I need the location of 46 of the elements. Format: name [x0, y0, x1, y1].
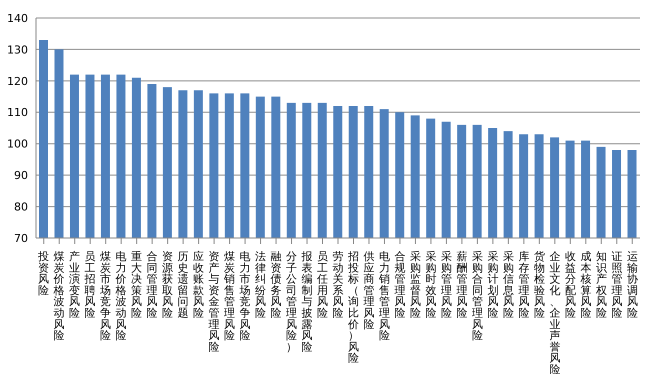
y-tick-label: 100 — [7, 138, 28, 151]
x-tick-label: 产业演变风险 — [69, 250, 80, 320]
x-tick-label: 薪酬管理风险 — [456, 250, 468, 320]
x-tick-label: 煤炭价格波动风险 — [52, 250, 65, 342]
y-tick-label: 110 — [7, 106, 28, 120]
x-tick-label: 法律纠纷风险 — [255, 250, 266, 320]
category-label: 资产与资金管理风险 — [208, 250, 220, 354]
y-tick-label: 80 — [14, 200, 28, 214]
x-tick-label: 资源获取风险 — [162, 250, 174, 320]
x-tick-label: 员工招聘风险 — [84, 250, 96, 320]
x-tick-label: 劳动关系风险 — [332, 250, 344, 320]
x-tick-label: 电力价格波动风险 — [114, 250, 127, 342]
x-tick-label: 采购计划风险 — [487, 250, 498, 320]
x-tick-label: 货物检验风险 — [534, 250, 545, 320]
x-tick-label: 应收账款风险 — [193, 250, 204, 320]
x-tick-label: 电力销售管理风险 — [378, 250, 390, 342]
y-tick-label: 140 — [7, 12, 28, 25]
x-tick-label: 员工任用风险 — [316, 250, 328, 320]
x-tick-label: 采购合同管理风险 — [472, 250, 483, 342]
category-label: 分子公司管理风险） — [286, 250, 298, 354]
category-label: 招投标（询比价）风险 — [348, 250, 359, 365]
y-tick-label: 90 — [14, 169, 28, 182]
x-tick-label: 采购管理风险 — [440, 250, 452, 320]
x-tick-label: 供应商管理风险 — [363, 250, 374, 331]
x-tick-label: 收益分配风险 — [564, 250, 576, 320]
x-tick-label: 采购监督风险 — [410, 250, 421, 320]
x-tick-label: 合规管理风险 — [394, 250, 406, 320]
x-tick-label: 投资风险 — [37, 250, 50, 297]
x-tick-label: 采购时效风险 — [425, 250, 436, 320]
x-tick-label: 煤炭市场竞争风险 — [99, 250, 112, 342]
x-tick-label: 成本核算风险 — [579, 250, 592, 320]
x-tick-label: 重大决策风险 — [131, 250, 142, 320]
x-tick-label: 历史遗留问题 — [178, 250, 189, 320]
x-tick-label: 煤炭销售管理风险 — [223, 250, 236, 342]
x-tick-label: 证照管理风险 — [611, 250, 622, 320]
x-tick-label: 采购信息风险 — [502, 250, 514, 320]
y-tick-label: 70 — [14, 232, 28, 245]
x-tick-label: 知识产权风险 — [594, 250, 607, 320]
x-tick-label: 合同管理风险 — [146, 250, 158, 320]
x-tick-label: 融资债务风险 — [270, 250, 282, 320]
x-tick-label: 电力市场竞争风险 — [238, 250, 251, 342]
y-tick-label: 130 — [7, 43, 28, 56]
x-tick-label: 运输协调风险 — [626, 250, 638, 320]
category-label: 报表编制与披露风险 — [302, 250, 313, 354]
y-tick-label: 120 — [7, 74, 28, 88]
x-tick-label: 库存管理风险 — [518, 250, 530, 320]
